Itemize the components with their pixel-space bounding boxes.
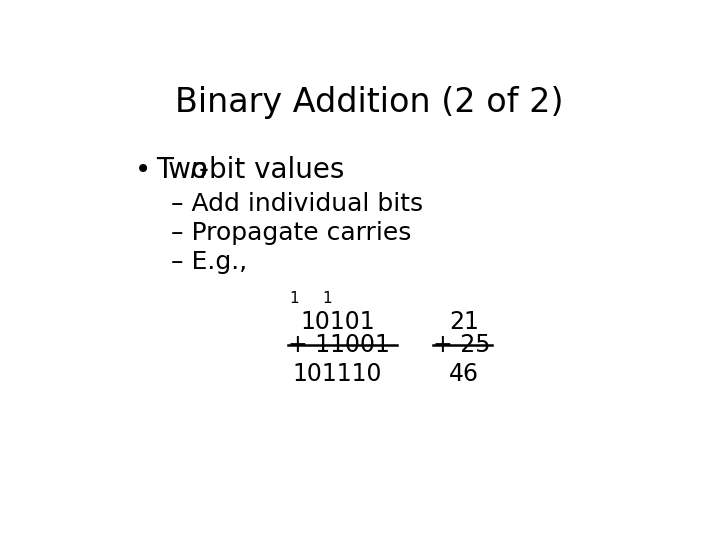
Text: + 11001: + 11001 xyxy=(288,333,390,357)
Text: 10101: 10101 xyxy=(300,310,375,334)
Text: Binary Addition (2 of 2): Binary Addition (2 of 2) xyxy=(175,85,563,119)
Text: 46: 46 xyxy=(449,362,479,386)
Text: n: n xyxy=(189,156,207,184)
Text: -bit values: -bit values xyxy=(199,156,345,184)
Text: – E.g.,: – E.g., xyxy=(171,250,247,274)
Text: 1: 1 xyxy=(289,292,299,306)
Text: Two: Two xyxy=(156,156,213,184)
Text: 1: 1 xyxy=(323,292,333,306)
Text: •: • xyxy=(135,156,151,184)
Text: + 25: + 25 xyxy=(433,333,490,357)
Text: 101110: 101110 xyxy=(292,362,382,386)
Text: – Add individual bits: – Add individual bits xyxy=(171,192,423,215)
Text: 21: 21 xyxy=(449,310,479,334)
Text: – Propagate carries: – Propagate carries xyxy=(171,221,411,245)
